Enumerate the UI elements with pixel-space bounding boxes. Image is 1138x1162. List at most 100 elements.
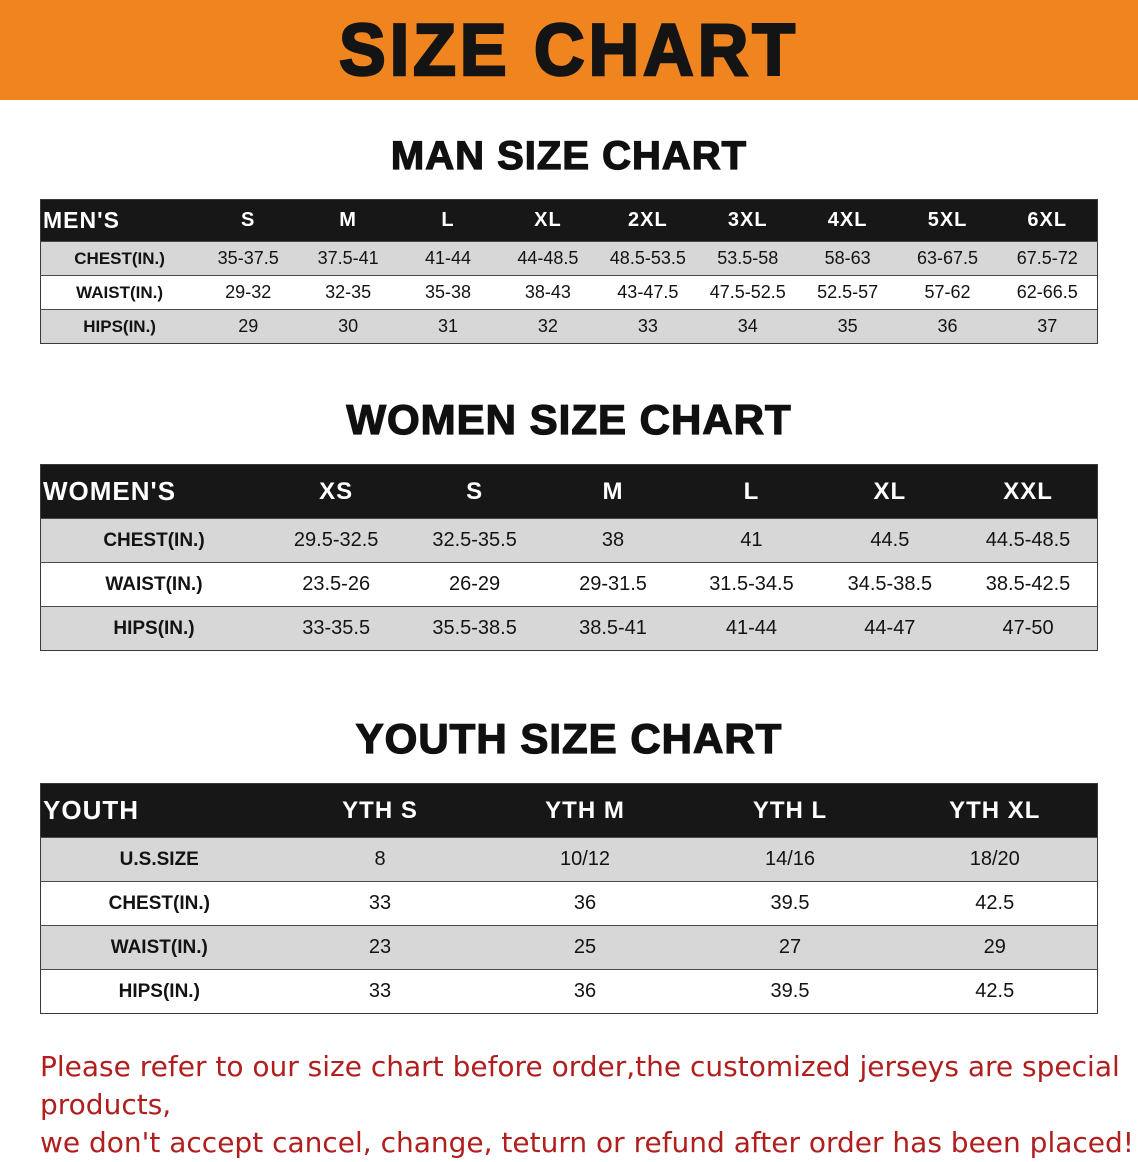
size-value-cell: 57-62: [897, 275, 998, 310]
size-value-cell: 36: [897, 309, 998, 344]
size-header-cell: XL: [497, 199, 598, 242]
size-value-cell: 33: [597, 309, 698, 344]
size-value-cell: 14/16: [687, 837, 893, 882]
size-value-cell: 27: [687, 925, 893, 970]
row-label-cell: CHEST(IN.): [40, 241, 199, 276]
size-value-cell: 58-63: [797, 241, 898, 276]
size-value-cell: 63-67.5: [897, 241, 998, 276]
size-value-cell: 18/20: [892, 837, 1098, 882]
size-value-cell: 47.5-52.5: [697, 275, 798, 310]
size-value-cell: 23: [277, 925, 483, 970]
row-label-cell: WAIST(IN.): [40, 562, 267, 607]
men-size-section: MAN SIZE CHART MEN'S S M L XL 2XL 3XL 4XL 5XL 6XL…: [0, 133, 1138, 344]
size-value-cell: 44.5-48.5: [959, 518, 1098, 563]
size-value-cell: 37.5-41: [298, 241, 399, 276]
women-size-table: WOMEN'S XS S M L XL XXL CHEST(IN.) 29.5-32.5 32.5…: [40, 464, 1098, 651]
table-header-row: WOMEN'S XS S M L XL XXL: [40, 464, 1098, 519]
size-header-cell: XL: [820, 464, 960, 519]
size-value-cell: 36: [482, 881, 688, 926]
banner-title: SIZE CHART: [338, 9, 799, 91]
size-value-cell: 48.5-53.5: [597, 241, 698, 276]
size-value-cell: 35-38: [398, 275, 498, 310]
measurement-row: WAIST(IN.) 23.5-26 26-29 29-31.5 31.5-34.5 34…: [40, 562, 1098, 607]
size-header-cell: M: [543, 464, 683, 519]
women-section-heading: WOMEN SIZE CHART: [346, 395, 792, 443]
size-value-cell: 33: [277, 881, 483, 926]
size-value-cell: 44-48.5: [497, 241, 598, 276]
size-header-cell: S: [198, 199, 299, 242]
size-header-cell: 3XL: [697, 199, 798, 242]
size-value-cell: 29.5-32.5: [266, 518, 406, 563]
size-header-cell: YTH S: [277, 783, 483, 838]
size-value-cell: 41: [682, 518, 821, 563]
table-title-cell: MEN'S: [40, 199, 199, 242]
size-value-cell: 44-47: [820, 606, 960, 651]
size-value-cell: 43-47.5: [597, 275, 698, 310]
size-header-cell: YTH L: [687, 783, 893, 838]
men-size-table: MEN'S S M L XL 2XL 3XL 4XL 5XL 6XL CHEST(IN.) 35-37…: [40, 199, 1098, 344]
row-label-cell: HIPS(IN.): [40, 309, 199, 344]
size-value-cell: 44.5: [820, 518, 960, 563]
size-value-cell: 10/12: [482, 837, 688, 882]
men-section-heading: MAN SIZE CHART: [390, 133, 748, 178]
size-header-cell: L: [682, 464, 821, 519]
size-value-cell: 42.5: [892, 969, 1098, 1014]
size-header-cell: XXL: [959, 464, 1098, 519]
size-value-cell: 29: [892, 925, 1098, 970]
size-header-cell: 2XL: [597, 199, 698, 242]
measurement-row: HIPS(IN.) 29 30 31 32 33 34 35 36 37: [40, 309, 1098, 344]
women-size-section: WOMEN SIZE CHART WOMEN'S XS S M L XL XXL CHEST(…: [0, 395, 1138, 651]
disclaimer-line-1: Please refer to our size chart before or…: [40, 1050, 1120, 1121]
size-value-cell: 38.5-41: [543, 606, 683, 651]
size-value-cell: 23.5-26: [266, 562, 406, 607]
table-title-cell: YOUTH: [40, 783, 278, 838]
size-header-cell: YTH XL: [892, 783, 1098, 838]
row-label-cell: HIPS(IN.): [40, 606, 267, 651]
row-label-cell: HIPS(IN.): [40, 969, 278, 1014]
disclaimer-line-2: we don't accept cancel, change, teturn o…: [40, 1126, 1135, 1159]
disclaimer: Please refer to our size chart before or…: [40, 1048, 1138, 1162]
table-header-row: YOUTH YTH S YTH M YTH L YTH XL: [40, 783, 1098, 838]
size-value-cell: 39.5: [687, 969, 893, 1014]
size-value-cell: 34: [697, 309, 798, 344]
size-value-cell: 53.5-58: [697, 241, 798, 276]
size-value-cell: 62-66.5: [997, 275, 1098, 310]
size-value-cell: 67.5-72: [997, 241, 1098, 276]
measurement-row: HIPS(IN.) 33 36 39.5 42.5: [40, 969, 1098, 1014]
size-header-cell: YTH M: [482, 783, 688, 838]
size-value-cell: 38-43: [497, 275, 598, 310]
size-value-cell: 52.5-57: [797, 275, 898, 310]
size-value-cell: 36: [482, 969, 688, 1014]
size-value-cell: 38: [543, 518, 683, 563]
size-value-cell: 41-44: [398, 241, 498, 276]
row-label-cell: CHEST(IN.): [40, 518, 267, 563]
size-header-cell: S: [405, 464, 544, 519]
size-chart-banner: SIZE CHART: [0, 0, 1138, 100]
size-value-cell: 35: [797, 309, 898, 344]
size-value-cell: 32-35: [298, 275, 399, 310]
size-header-cell: M: [298, 199, 399, 242]
size-value-cell: 33-35.5: [266, 606, 406, 651]
row-label-cell: U.S.SIZE: [40, 837, 278, 882]
size-value-cell: 47-50: [959, 606, 1098, 651]
size-header-cell: 6XL: [997, 199, 1098, 242]
size-value-cell: 32.5-35.5: [405, 518, 544, 563]
size-value-cell: 39.5: [687, 881, 893, 926]
size-value-cell: 32: [497, 309, 598, 344]
size-value-cell: 30: [298, 309, 399, 344]
size-value-cell: 29-32: [198, 275, 299, 310]
measurement-row: CHEST(IN.) 35-37.5 37.5-41 41-44 44-48.5 48.5…: [40, 241, 1098, 276]
size-value-cell: 41-44: [682, 606, 821, 651]
measurement-row: U.S.SIZE 8 10/12 14/16 18/20: [40, 837, 1098, 882]
size-header-cell: 4XL: [797, 199, 898, 242]
row-label-cell: CHEST(IN.): [40, 881, 278, 926]
size-value-cell: 29: [198, 309, 299, 344]
youth-section-heading: YOUTH SIZE CHART: [355, 714, 783, 762]
size-value-cell: 33: [277, 969, 483, 1014]
measurement-row: CHEST(IN.) 29.5-32.5 32.5-35.5 38 41 44.5 44.5…: [40, 518, 1098, 563]
size-value-cell: 29-31.5: [543, 562, 683, 607]
measurement-row: WAIST(IN.) 29-32 32-35 35-38 38-43 43-47.5 47.…: [40, 275, 1098, 310]
measurement-row: WAIST(IN.) 23 25 27 29: [40, 925, 1098, 970]
size-value-cell: 26-29: [405, 562, 544, 607]
youth-size-section: YOUTH SIZE CHART YOUTH YTH S YTH M YTH L YTH…: [0, 714, 1138, 1014]
